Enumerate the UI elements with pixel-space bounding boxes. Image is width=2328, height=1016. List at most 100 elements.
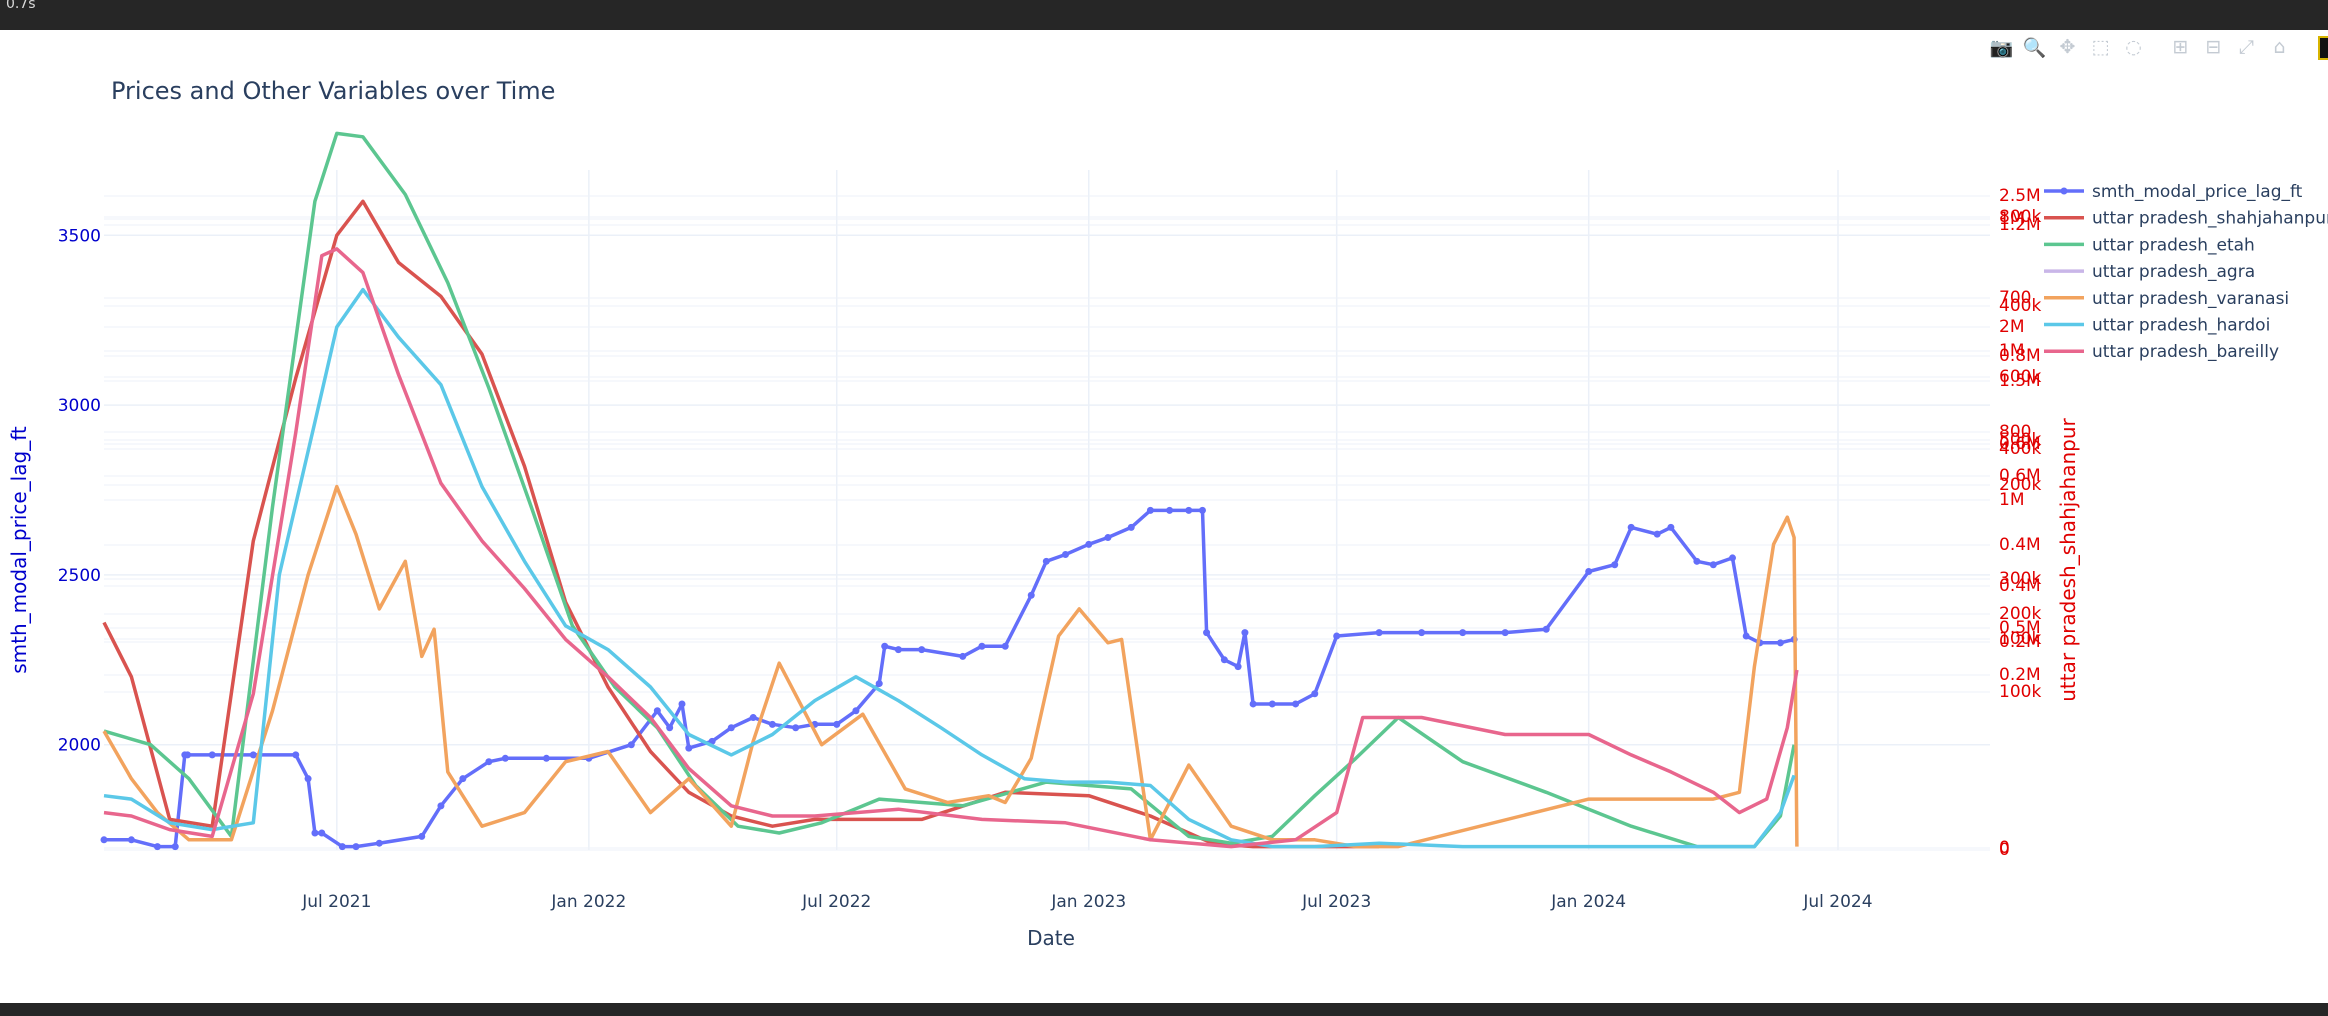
data-point [485,758,493,766]
legend-entry[interactable]: uttar pradesh_etah [2092,235,2255,255]
data-point [1585,568,1593,576]
data-point [666,724,674,732]
data-point [792,724,800,732]
zoom-icon[interactable]: 🔍 [2022,36,2047,59]
data-point [1198,506,1206,514]
series-line-uttar-pradesh-shahjahanpur [102,199,1380,849]
data-point [881,642,889,650]
x-tick-label: Jan 2022 [550,892,626,912]
data-point [311,829,319,837]
box-select-icon[interactable]: ⬚ [2091,36,2110,58]
zoom-out-icon[interactable]: ⊟ [2205,36,2222,58]
y2-tick-label: 1.2M [1999,215,2041,235]
data-point [1268,700,1276,708]
data-point [852,707,860,715]
legend-entry[interactable]: uttar pradesh_varanasi [2092,289,2289,309]
data-point [375,839,383,847]
data-point [184,751,192,759]
data-point [1709,561,1717,569]
lasso-icon[interactable]: ◌ [2125,36,2142,58]
y-tick-label: 3500 [58,226,101,246]
y2-axis-ticks: 2.5M800k1M1.2M700400k2M1M0.8M600k1.5M800… [1999,186,2041,860]
chart-title: Prices and Other Variables over Time [111,77,555,105]
legend-entry[interactable]: uttar pradesh_hardoi [2092,316,2270,336]
data-point [127,836,135,844]
pan-icon[interactable]: ✥ [2059,36,2076,58]
y2-tick-label: 0.4M [1999,576,2041,596]
data-point [1311,690,1319,698]
data-point [1418,629,1426,637]
data-point [1693,557,1701,565]
series-line-uttar-pradesh-varanasi [102,484,1799,849]
y2-tick-label: 800k [1999,207,2041,227]
data-point [249,751,257,759]
x-axis-ticks: Jul 2021 Jan 2022 Jul 2022 Jan 2023 Jul 2023… [301,892,1872,912]
y2-tick-label: 0.2M [1999,632,2041,652]
data-point [768,720,776,728]
data-point [1611,561,1619,569]
data-point [208,751,216,759]
data-point [1042,557,1050,565]
y-tick-label: 2500 [58,566,101,586]
home-icon[interactable]: ⌂ [2273,36,2286,58]
data-point [501,754,509,762]
series-line-uttar-pradesh-etah [103,131,1796,849]
y2-tick-label: 200k [1999,475,2041,495]
data-point [1127,523,1135,531]
data-point [959,652,967,660]
y2-tick-label: 0.8M [1999,346,2041,366]
data-point [1292,700,1300,708]
data-point [304,775,312,783]
legend-entry[interactable]: smth_modal_price_lag_ft [2092,182,2303,202]
data-point [1729,554,1737,562]
zoom-in-icon[interactable]: ⊞ [2172,36,2189,58]
data-point [437,802,445,810]
legend-entry[interactable]: uttar pradesh_shahjahanpur [2092,209,2328,229]
data-point [1220,656,1228,664]
data-point [1234,663,1242,671]
data-point [542,754,550,762]
data-point [1501,629,1509,637]
camera-icon[interactable]: 📷 [1989,36,2014,59]
y2-tick-label: 1M [1999,209,2024,229]
grid-lines [104,170,1990,851]
data-point [459,775,467,783]
x-axis-label: Date [1027,926,1075,950]
legend-entry[interactable]: uttar pradesh_bareilly [2092,342,2279,362]
data-point [1249,700,1257,708]
data-point [1085,540,1093,548]
data-point [418,832,426,840]
y2-tick-label: 800 [1999,422,2031,442]
y2-tick-label: 2.5M [1999,186,2041,206]
y2-tick-label: 400k [1999,439,2041,459]
autoscale-icon[interactable]: ⤢ [2238,36,2255,58]
y2-tick-label: 1.5M [1999,371,2041,391]
x-tick-label: Jan 2024 [1550,892,1626,912]
y-axis-label: smth_modal_price_lag_ft [7,426,31,674]
data-point [749,714,757,722]
data-point [978,642,986,650]
legend-entry[interactable]: uttar pradesh_agra [2092,262,2255,282]
data-point [171,843,179,851]
data-point [1627,523,1635,531]
notebook-bottom-bar [0,1003,2328,1016]
data-point [1459,629,1467,637]
panel-edge-handle[interactable] [2318,36,2328,60]
data-point [1375,629,1383,637]
data-point [1166,506,1174,514]
x-tick-label: Jul 2021 [301,892,371,912]
data-point [1001,642,1009,650]
data-point [1241,629,1249,637]
y2-tick-label: 0.6M [1999,434,2041,454]
chart-canvas[interactable]: Jul 2021 Jan 2022 Jul 2022 Jan 2023 Jul 2023… [0,30,2328,1003]
series-line-smth-modal-price-lag-ft [104,508,1795,849]
data-point [1104,534,1112,542]
data-point [1742,632,1750,640]
x-tick-label: Jan 2023 [1050,892,1126,912]
y2-tick-label: 500k [1999,430,2041,450]
y2-tick-label: 1M [1999,341,2024,361]
data-point [100,836,108,844]
y2-tick-label: 0.5M [1999,618,2041,638]
plotly-modebar: 📷 🔍 ✥ ⬚ ◌ ⊞ ⊟ ⤢ ⌂ [1985,34,2296,60]
